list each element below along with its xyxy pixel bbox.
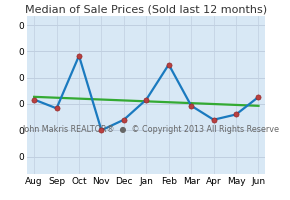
- Point: [99, 129, 104, 132]
- Point: [166, 63, 171, 66]
- Point: [54, 107, 59, 110]
- Text: John Makris REALTOR®  ●  © Copyright 2013 All Rights Reserve: John Makris REALTOR® ● © Copyright 2013 …: [23, 125, 280, 134]
- Point: [256, 95, 261, 99]
- Point: [77, 54, 81, 57]
- Point: [189, 104, 193, 107]
- Title: Median of Sale Prices (Sold last 12 months): Median of Sale Prices (Sold last 12 mont…: [25, 4, 267, 14]
- Point: [122, 118, 126, 121]
- Point: [32, 98, 37, 101]
- Point: [234, 113, 238, 116]
- Point: [144, 98, 149, 101]
- Point: [211, 118, 216, 121]
